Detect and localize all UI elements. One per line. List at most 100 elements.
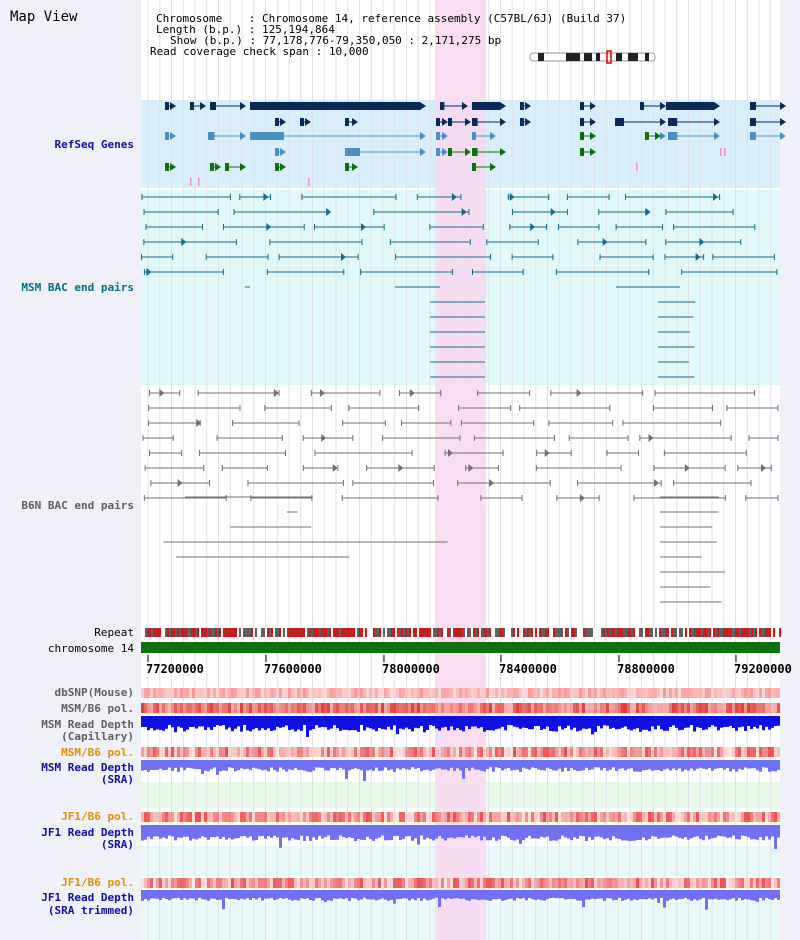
depth-bar: [417, 716, 420, 729]
heat-cell: [483, 688, 486, 698]
heat-cell: [537, 688, 540, 698]
heat-cell: [657, 688, 660, 698]
heat-cell: [459, 878, 462, 888]
track-label-msm-b6-pol-2[interactable]: MSM/B6 pol.: [61, 746, 134, 759]
repeat-mark: [395, 628, 397, 637]
heat-cell: [603, 878, 606, 888]
page-title: Map View: [10, 9, 78, 25]
repeat-mark: [293, 628, 295, 637]
gene-block: [436, 148, 440, 156]
heat-cell: [729, 812, 732, 822]
track-label-msm-depth-sra[interactable]: MSM Read Depth: [41, 761, 134, 774]
depth-bar: [576, 890, 579, 901]
depth-bar: [327, 825, 330, 836]
track-label-msm-depth-capillary[interactable]: MSM Read Depth: [41, 718, 134, 731]
heat-cell: [246, 703, 249, 713]
track-label-jf1-depth-trimmed[interactable]: JF1 Read Depth: [41, 891, 134, 904]
track-label-jf1-b6-pol-1[interactable]: JF1/B6 pol.: [61, 810, 134, 823]
track-label-b6n-bac[interactable]: B6N BAC end pairs: [21, 499, 134, 512]
gene-arrow: [714, 118, 720, 126]
heat-cell: [294, 747, 297, 757]
depth-bar: [387, 825, 390, 841]
heat-cell: [438, 878, 441, 888]
heat-cell: [411, 878, 414, 888]
heat-cell: [483, 747, 486, 757]
depth-bar: [567, 825, 570, 839]
track-label-msm-b6-pol-1[interactable]: MSM/B6 pol.: [61, 702, 134, 715]
depth-bar: [606, 825, 609, 839]
heat-cell: [504, 878, 507, 888]
heat-cell: [387, 688, 390, 698]
depth-bar: [534, 760, 537, 769]
depth-bar: [735, 716, 738, 731]
track-label-dbsnp[interactable]: dbSNP(Mouse): [54, 686, 134, 699]
repeat-mark: [429, 628, 431, 637]
gene-block: [640, 102, 644, 110]
depth-bar: [270, 760, 273, 768]
repeat-mark: [431, 628, 433, 637]
repeat-mark: [455, 628, 457, 637]
heat-cell: [717, 747, 720, 757]
depth-bar: [168, 890, 171, 901]
heat-cell: [513, 812, 516, 822]
depth-bar: [318, 716, 321, 728]
repeat-mark: [345, 628, 347, 637]
heat-cell: [447, 878, 450, 888]
heat-cell: [564, 747, 567, 757]
depth-bar: [687, 890, 690, 900]
depth-bar: [663, 825, 666, 838]
heat-cell: [678, 688, 681, 698]
heat-cell: [354, 747, 357, 757]
repeat-mark: [407, 628, 409, 637]
track-label-msm-bac[interactable]: MSM BAC end pairs: [21, 281, 134, 294]
gene-block: [668, 118, 678, 126]
heat-cell: [195, 747, 198, 757]
track-label-refseq[interactable]: RefSeq Genes: [54, 138, 134, 151]
heat-cell: [390, 812, 393, 822]
gene-block: [520, 118, 524, 126]
depth-bar: [252, 760, 255, 768]
track-label-jf1-b6-pol-2[interactable]: JF1/B6 pol.: [61, 876, 134, 889]
depth-bar: [390, 890, 393, 901]
depth-bar: [684, 716, 687, 728]
heat-cell: [153, 812, 156, 822]
depth-bar: [189, 716, 192, 727]
heat-cell: [372, 747, 375, 757]
repeat-mark: [575, 628, 577, 637]
depth-bar: [315, 716, 318, 726]
depth-bar: [252, 716, 255, 730]
heat-cell: [567, 703, 570, 713]
repeat-mark: [671, 628, 673, 637]
heat-cell: [471, 812, 474, 822]
heat-cell: [324, 812, 327, 822]
depth-bar: [159, 716, 162, 730]
heat-cell: [519, 688, 522, 698]
heat-cell: [207, 703, 210, 713]
heat-cell: [507, 747, 510, 757]
depth-bar: [561, 760, 564, 772]
gene-block: [436, 118, 440, 126]
heat-cell: [384, 747, 387, 757]
track-label-repeat[interactable]: Repeat: [94, 626, 134, 639]
repeat-mark: [731, 628, 733, 637]
heat-cell: [225, 878, 228, 888]
heat-cell: [201, 703, 204, 713]
depth-bar: [330, 716, 333, 729]
heat-cell: [327, 703, 330, 713]
heat-cell: [735, 878, 738, 888]
depth-bar: [546, 760, 549, 768]
depth-bar: [705, 825, 708, 836]
heat-cell: [285, 878, 288, 888]
track-label-jf1-depth-sra[interactable]: JF1 Read Depth: [41, 826, 134, 839]
track-label-chromosome[interactable]: chromosome 14: [47, 642, 134, 655]
heat-cell: [546, 878, 549, 888]
repeat-mark: [151, 628, 153, 637]
repeat-mark: [645, 628, 647, 637]
heat-cell: [750, 812, 753, 822]
heat-cell: [261, 688, 264, 698]
depth-bar: [690, 716, 693, 726]
gene-arrow: [420, 102, 426, 110]
heat-cell: [555, 878, 558, 888]
